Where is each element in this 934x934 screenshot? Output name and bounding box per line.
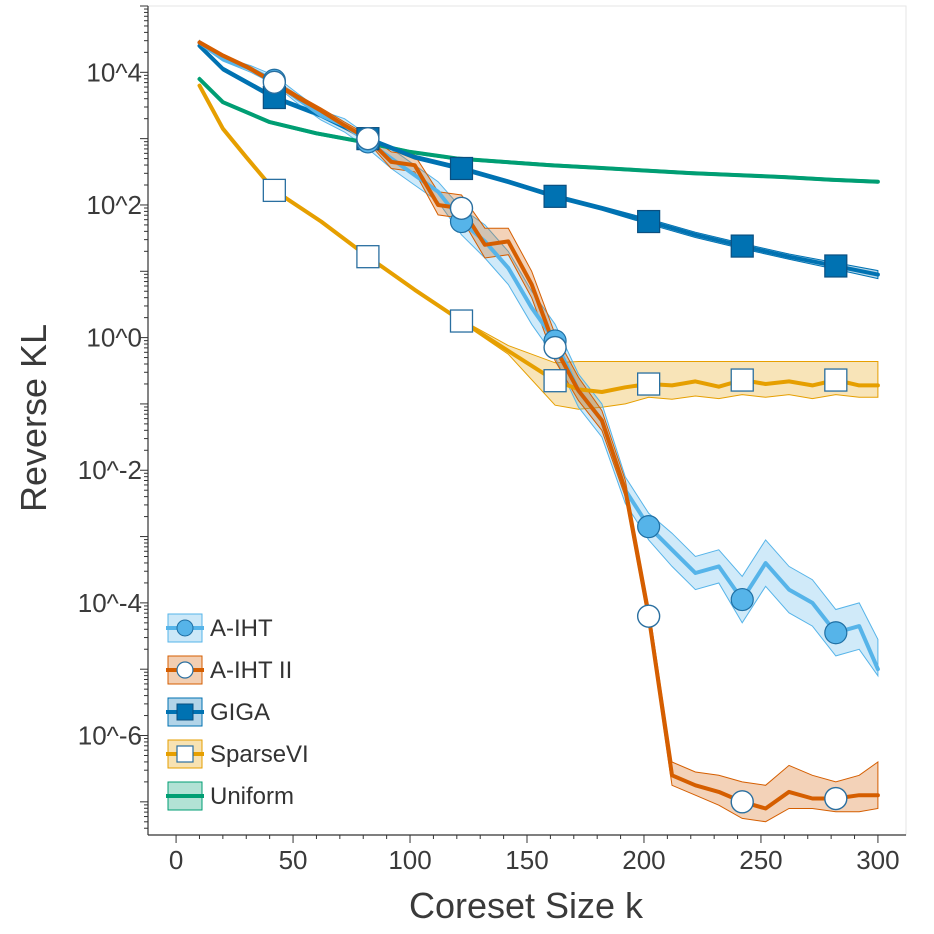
marker-a-iht [824,621,848,645]
y-tick-label: 10^-2 [78,455,142,485]
legend-item-uniform: Uniform [166,781,294,811]
legend: A-IHT A-IHT II GIGA SparseVI Uniform [166,613,309,811]
legend-marker [176,703,194,721]
band-a-iht [199,39,879,678]
x-tick-label: 300 [856,845,899,875]
marker-sparsevi [543,369,567,393]
legend-item-sparsevi: SparseVI [166,739,309,769]
marker-sparsevi [730,368,754,392]
y-tick-label: 10^-6 [78,721,142,751]
x-axis: 0 50 100 150 200 250 300 [169,835,900,875]
x-tick-label: 100 [388,845,431,875]
y-tick-label: 10^4 [86,57,142,87]
marker-a-iht-ii [824,786,848,811]
legend-item-a-iht: A-IHT [166,613,273,643]
line-giga [197,43,880,277]
marker-giga [824,254,848,278]
band-sparsevi [199,84,879,410]
marker-a-iht-ii [730,790,754,814]
y-tick-label: 10^2 [86,190,142,220]
series-markers [262,68,848,814]
marker-sparsevi [637,372,661,396]
marker-giga [637,209,661,234]
marker-sparsevi [262,178,286,203]
legend-marker [176,619,194,637]
x-tick-label: 0 [169,845,183,875]
marker-a-iht-ii [636,604,661,628]
series-lines [197,40,880,811]
marker-a-iht-ii [262,70,287,94]
marker-sparsevi [824,368,848,392]
legend-item-giga: GIGA [166,697,270,727]
legend-label: A-IHT [210,615,273,642]
x-axis-label: Coreset Size k [409,885,644,926]
marker-giga [730,234,754,258]
line-a-iht [197,40,880,672]
band-giga [199,42,879,280]
legend-label: Uniform [210,783,294,810]
y-tick-label: 10^-4 [78,588,142,618]
x-tick-label: 200 [622,845,665,875]
line-a-iht-ii [197,40,880,811]
x-tick-label: 150 [505,845,548,875]
confidence-bands [199,39,879,823]
y-axis: 10^-6 10^-4 10^-2 10^0 10^2 10^4 [78,5,148,829]
marker-a-iht-ii [449,196,474,220]
line-sparsevi [197,83,880,394]
x-tick-label: 250 [739,845,782,875]
marker-sparsevi [449,309,474,333]
marker-a-iht-ii [543,335,567,360]
y-tick-label: 10^0 [86,323,142,353]
marker-giga [543,184,567,208]
line-uniform [197,77,880,184]
marker-a-iht-ii [356,126,380,151]
y-axis-label: Reverse KL [13,324,54,512]
legend-label: SparseVI [210,741,309,768]
legend-label: GIGA [210,699,270,726]
marker-sparsevi [356,245,380,269]
marker-a-iht [730,587,754,612]
legend-item-a-iht-ii: A-IHT II [166,655,292,685]
band-a-iht-ii [199,39,879,823]
legend-label: A-IHT II [210,657,292,684]
legend-marker [176,661,194,679]
legend-marker [176,745,194,763]
x-tick-label: 50 [279,845,308,875]
marker-a-iht [637,515,661,539]
marker-giga [449,156,474,181]
